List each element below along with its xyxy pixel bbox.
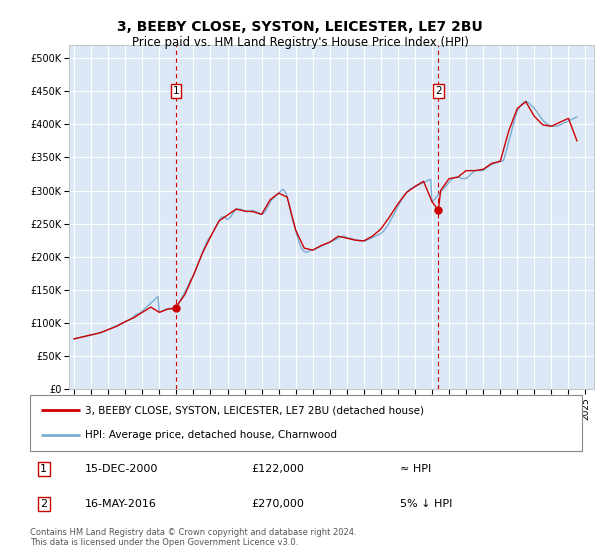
- Text: 1: 1: [40, 464, 47, 474]
- Text: Price paid vs. HM Land Registry's House Price Index (HPI): Price paid vs. HM Land Registry's House …: [131, 36, 469, 49]
- Text: HPI: Average price, detached house, Charnwood: HPI: Average price, detached house, Char…: [85, 430, 337, 440]
- Text: £270,000: £270,000: [251, 499, 304, 509]
- Text: Contains HM Land Registry data © Crown copyright and database right 2024.
This d: Contains HM Land Registry data © Crown c…: [30, 528, 356, 547]
- Text: £122,000: £122,000: [251, 464, 304, 474]
- Text: 16-MAY-2016: 16-MAY-2016: [85, 499, 157, 509]
- Text: 3, BEEBY CLOSE, SYSTON, LEICESTER, LE7 2BU (detached house): 3, BEEBY CLOSE, SYSTON, LEICESTER, LE7 2…: [85, 405, 424, 416]
- Text: 2: 2: [40, 499, 47, 509]
- Text: ≈ HPI: ≈ HPI: [400, 464, 431, 474]
- Text: 2: 2: [435, 86, 442, 96]
- Text: 3, BEEBY CLOSE, SYSTON, LEICESTER, LE7 2BU: 3, BEEBY CLOSE, SYSTON, LEICESTER, LE7 2…: [117, 20, 483, 34]
- Text: 15-DEC-2000: 15-DEC-2000: [85, 464, 158, 474]
- Text: 1: 1: [172, 86, 179, 96]
- Text: 5% ↓ HPI: 5% ↓ HPI: [400, 499, 452, 509]
- FancyBboxPatch shape: [30, 395, 582, 451]
